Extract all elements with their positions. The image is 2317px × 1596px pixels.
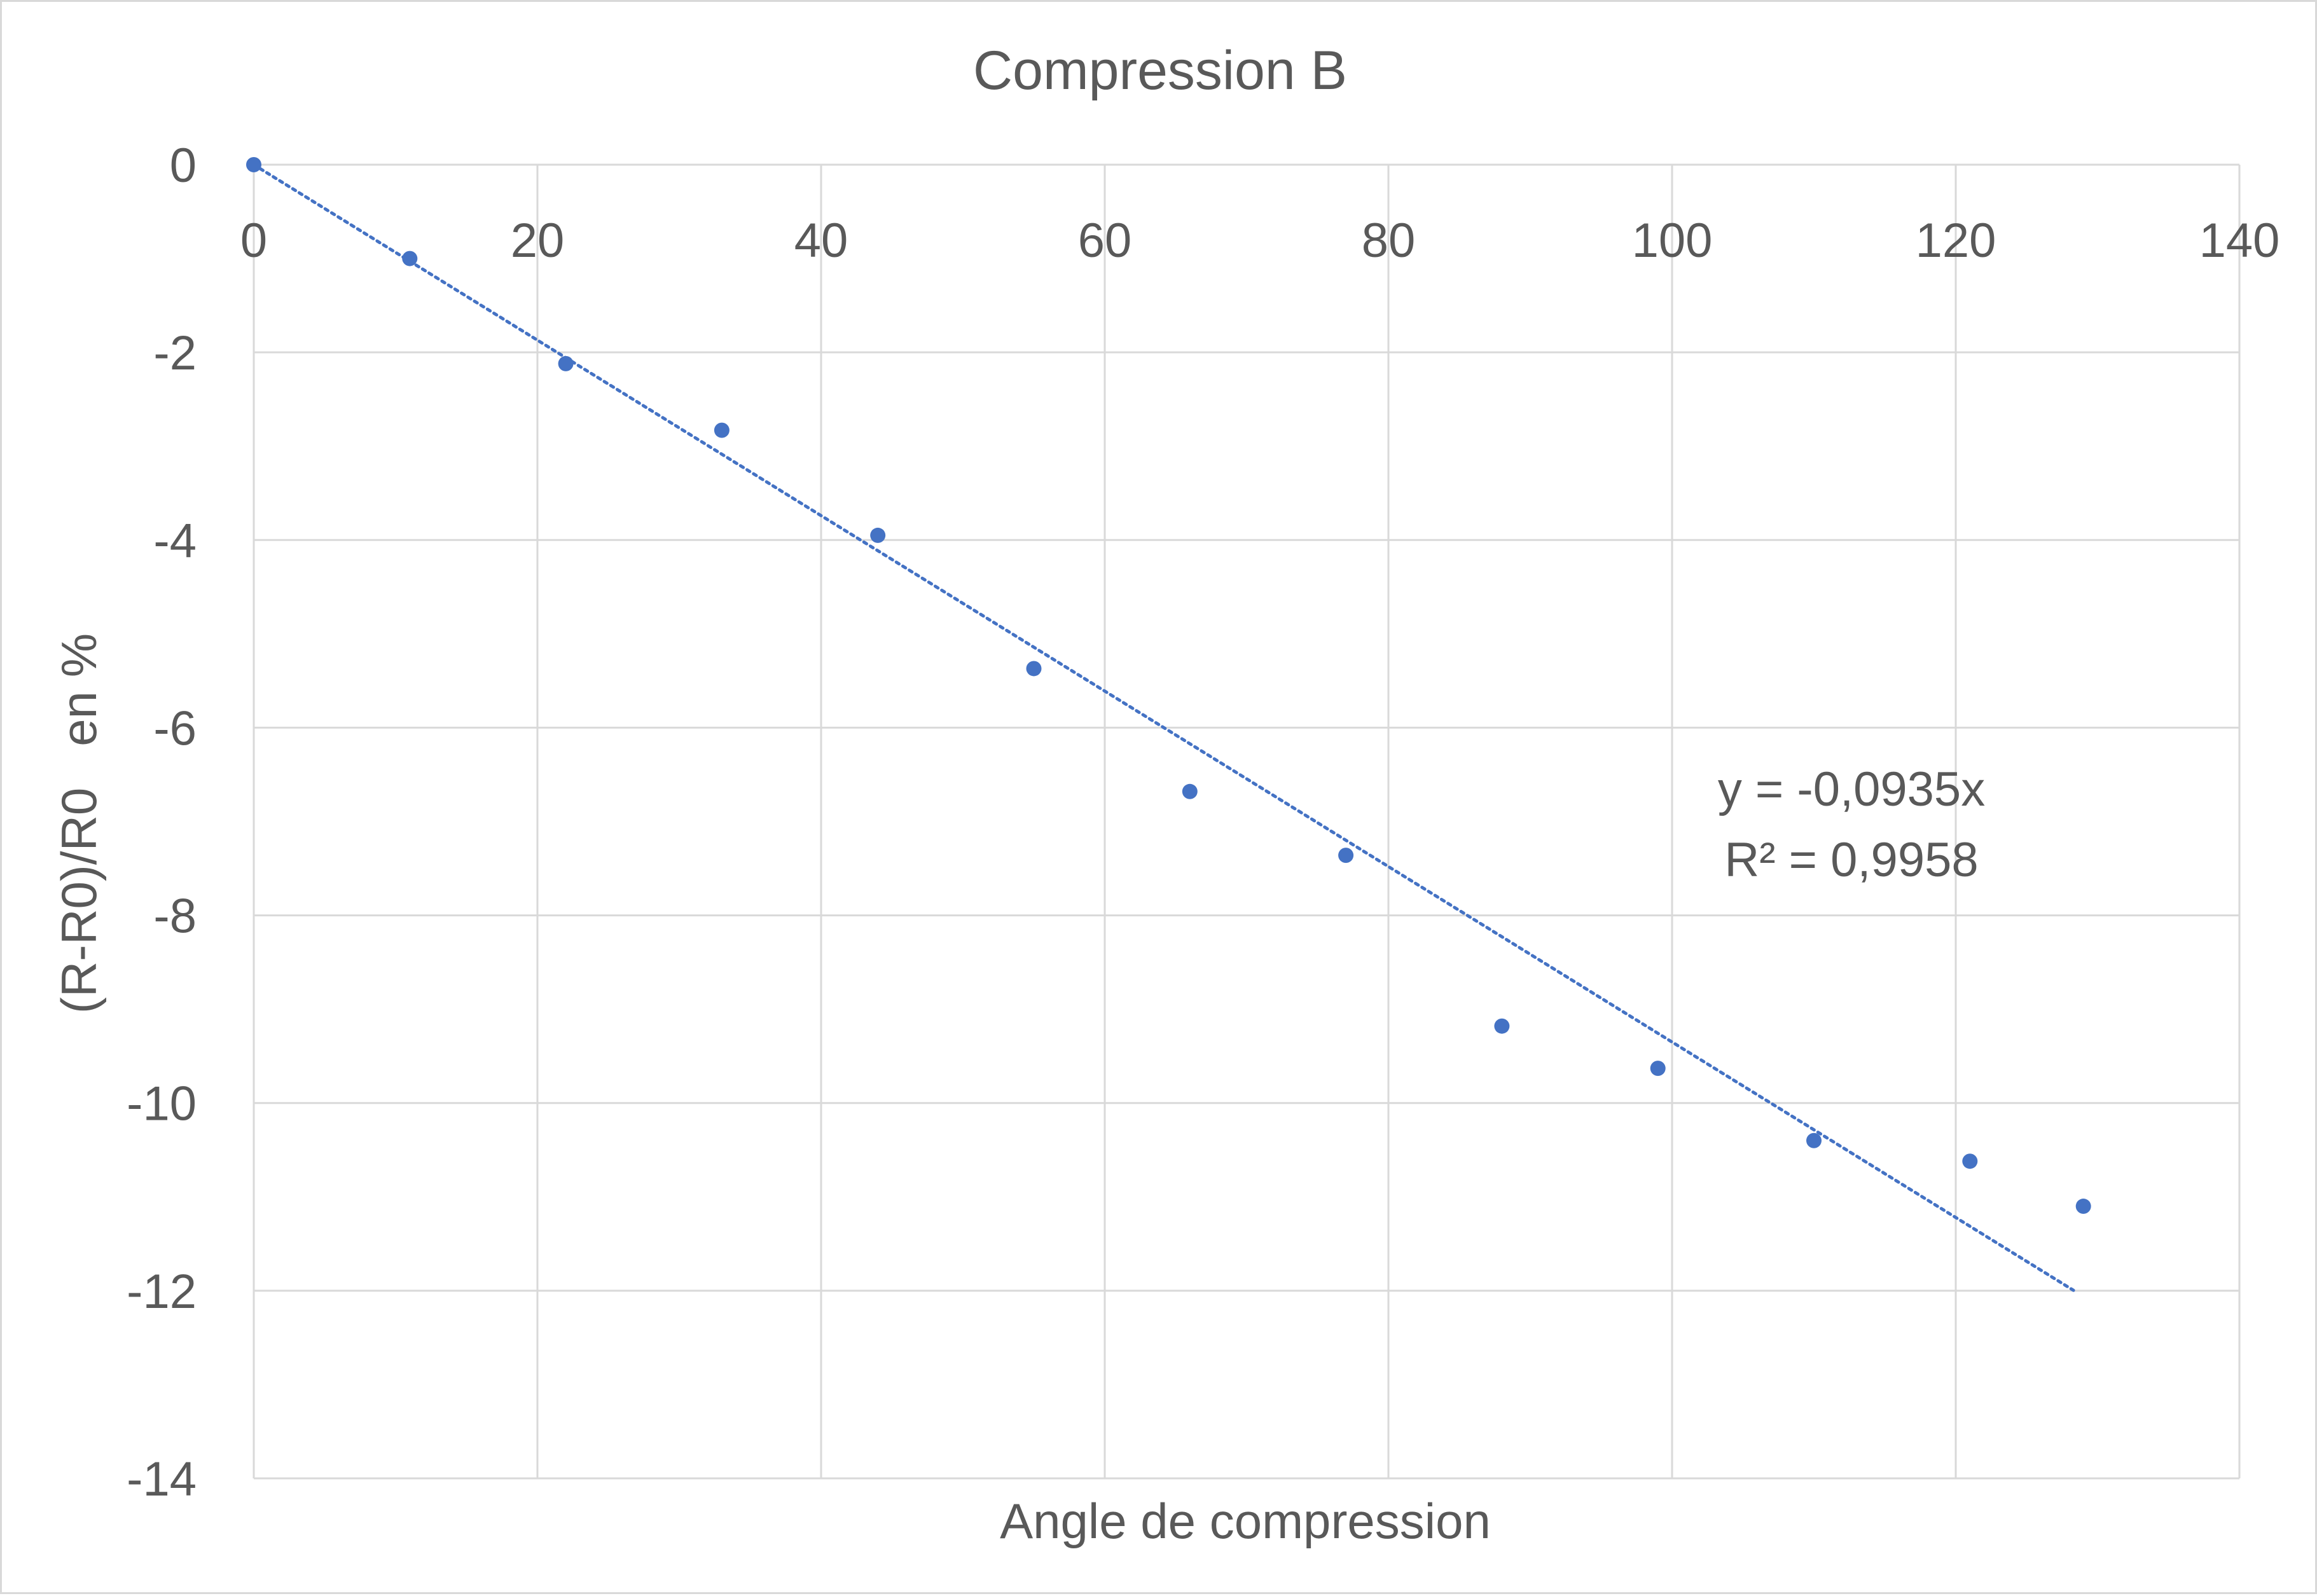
data-point (1494, 1018, 1510, 1034)
y-tick-label: -12 (127, 1265, 197, 1319)
tick-labels: 0 20 40 60 80 100 120 140 0 -2 -4 -6 -8 -10 -12 -14 (127, 139, 2279, 1506)
data-point (714, 422, 730, 438)
x-tick-label: 100 (1632, 214, 1713, 268)
data-point (1182, 783, 1198, 799)
trendline-r-squared: R² = 0,9958 (1724, 833, 1978, 887)
data-point (246, 157, 261, 172)
data-points (246, 157, 2091, 1214)
y-tick-label: -4 (153, 514, 197, 568)
trendline-group (252, 163, 2075, 1292)
x-tick-label: 60 (1078, 214, 1132, 268)
x-tick-label: 80 (1362, 214, 1416, 268)
y-tick-label: -8 (153, 890, 197, 944)
x-tick-label: 140 (2199, 214, 2280, 268)
y-tick-label: -6 (153, 701, 197, 755)
gridlines (252, 163, 2241, 1480)
y-tick-label: -2 (153, 326, 197, 380)
x-tick-label: 120 (1916, 214, 1996, 268)
data-point (1026, 661, 1042, 677)
x-axis-label: Angle de compression (1000, 1493, 1491, 1549)
x-tick-label: 0 (240, 214, 267, 268)
y-tick-label: -10 (127, 1077, 197, 1131)
data-point (2075, 1199, 2091, 1214)
x-tick-label: 40 (794, 214, 848, 268)
data-point (1338, 848, 1354, 863)
x-tick-label: 20 (511, 214, 565, 268)
y-tick-label: 0 (170, 139, 197, 193)
chart-title: Compression B (973, 40, 1347, 101)
y-axis-label: (R-R0)/R0 en % (51, 633, 107, 1014)
data-point (1650, 1061, 1666, 1077)
data-point (402, 251, 418, 266)
data-point (558, 355, 574, 371)
trendline-equation: y = -0,0935x (1718, 762, 1985, 816)
trendline (252, 163, 2075, 1292)
data-point (1962, 1153, 1978, 1169)
y-tick-label: -14 (127, 1452, 197, 1506)
data-point (1806, 1132, 1822, 1148)
data-point (870, 527, 886, 543)
